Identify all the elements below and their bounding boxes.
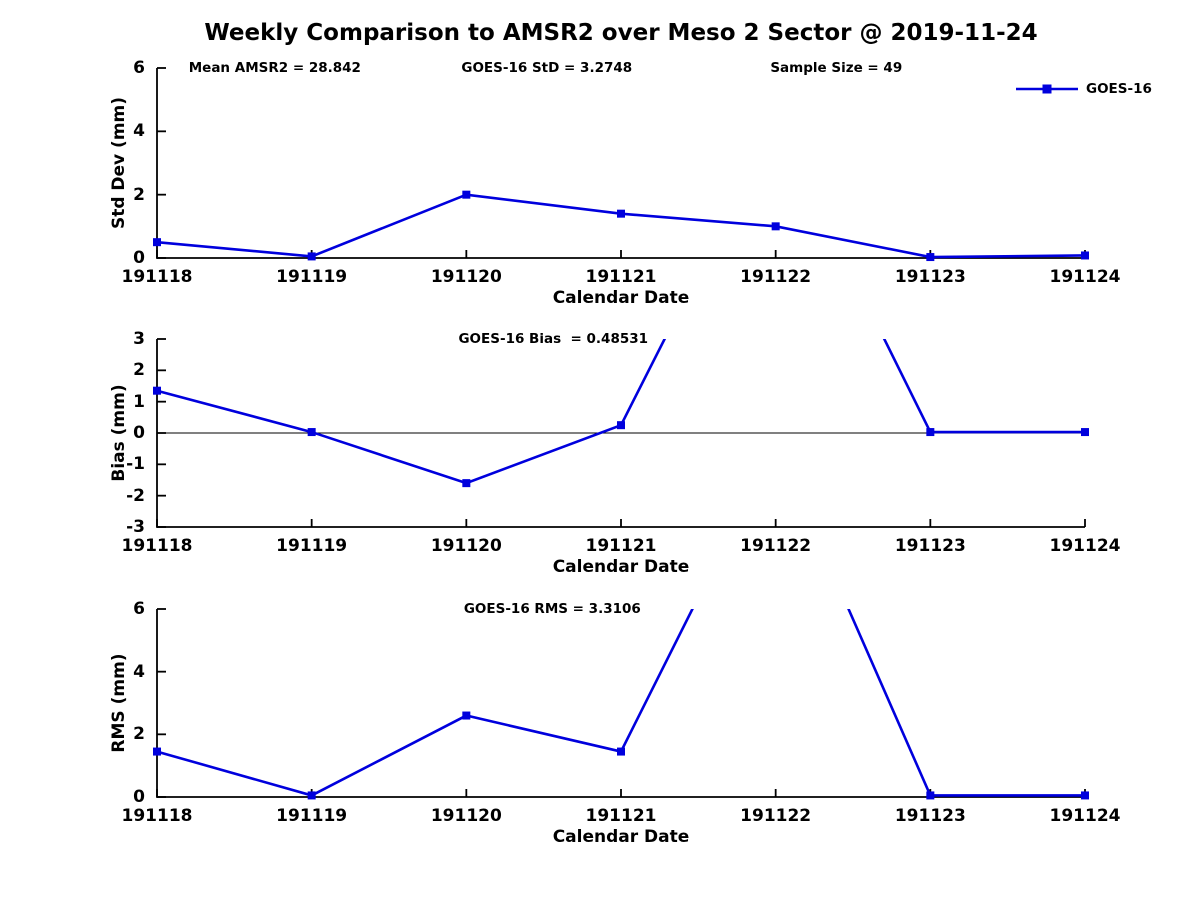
x-tick-label: 191118 xyxy=(121,806,193,826)
y-tick-label: 4 xyxy=(133,661,145,682)
data-point-marker xyxy=(617,421,625,430)
data-point-marker xyxy=(307,428,316,437)
y-tick-label: 2 xyxy=(133,724,145,745)
x-tick-label: 191121 xyxy=(585,536,657,556)
y-tick-label: 6 xyxy=(133,58,145,78)
x-tick-label: 191120 xyxy=(430,267,502,287)
x-tick-label: 191119 xyxy=(276,536,348,556)
data-point-marker xyxy=(926,253,935,262)
data-point-marker xyxy=(926,791,935,800)
data-point-marker xyxy=(1081,251,1089,260)
x-tick-label: 191120 xyxy=(430,806,502,826)
annotation: Mean AMSR2 = 28.842 xyxy=(188,60,361,76)
x-tick-label: 191121 xyxy=(585,267,657,287)
data-point-marker xyxy=(617,747,625,756)
y-tick-label: -1 xyxy=(126,454,145,475)
x-tick-label: 191122 xyxy=(740,267,812,287)
x-tick-label: 191123 xyxy=(894,267,966,287)
x-tick-label: 191122 xyxy=(740,806,812,826)
x-tick-label: 191118 xyxy=(121,536,193,556)
data-point-marker xyxy=(926,428,935,437)
y-axis-label-rms: RMS (mm) xyxy=(109,653,129,753)
y-tick-label: 0 xyxy=(133,787,145,807)
annotation: GOES-16 StD = 3.2748 xyxy=(461,60,633,76)
x-axis-label-1: Calendar Date xyxy=(552,288,690,308)
series-group xyxy=(153,190,1089,262)
plot-line xyxy=(156,193,1086,259)
data-point-marker xyxy=(1081,428,1089,437)
y-tick-label: 3 xyxy=(133,329,145,349)
legend-marker xyxy=(1042,84,1052,94)
annotation: Sample Size = 49 xyxy=(770,60,903,76)
x-tick-label: 191124 xyxy=(1049,267,1121,287)
data-point-marker xyxy=(617,209,625,218)
y-tick-label: 2 xyxy=(133,184,145,205)
x-tick-label: 191120 xyxy=(430,536,502,556)
data-point-marker xyxy=(153,386,161,395)
x-tick-label: 191122 xyxy=(740,536,812,556)
data-point-marker xyxy=(462,479,471,488)
series-group xyxy=(153,439,1089,800)
legend-label: GOES-16 xyxy=(1086,81,1152,97)
x-tick-label: 191119 xyxy=(276,267,348,287)
x-tick-label: 191123 xyxy=(894,536,966,556)
plot-line xyxy=(156,609,1085,797)
data-point-marker xyxy=(462,711,471,720)
data-point-marker xyxy=(771,222,780,231)
data-point-marker xyxy=(307,791,316,800)
y-axis-label-stddev: Std Dev (mm) xyxy=(109,96,129,230)
page-title: Weekly Comparison to AMSR2 over Meso 2 S… xyxy=(204,20,1038,46)
annotation: GOES-16 RMS = 3.3106 xyxy=(463,601,641,617)
y-tick-label: 1 xyxy=(133,391,145,412)
y-tick-label: 6 xyxy=(133,599,145,619)
x-tick-label: 191124 xyxy=(1049,806,1121,826)
x-tick-label: 191118 xyxy=(121,267,193,287)
y-tick-label: -3 xyxy=(126,517,145,537)
data-point-marker xyxy=(772,439,780,447)
x-axis-label-3: Calendar Date xyxy=(552,827,690,847)
x-axis-label-2: Calendar Date xyxy=(552,557,690,577)
y-tick-label: 2 xyxy=(133,360,145,381)
series-group xyxy=(153,116,1089,488)
x-tick-label: 191123 xyxy=(894,806,966,826)
x-tick-label: 191119 xyxy=(276,806,348,826)
data-point-marker xyxy=(153,747,161,756)
annotation: GOES-16 Bias = 0.48531 xyxy=(458,331,649,347)
data-point-marker xyxy=(772,116,780,124)
y-tick-label: 0 xyxy=(133,248,145,268)
x-tick-label: 191124 xyxy=(1049,536,1121,556)
y-tick-label: 4 xyxy=(133,121,145,142)
x-tick-label: 191121 xyxy=(585,806,657,826)
y-tick-label: -2 xyxy=(126,485,145,506)
data-point-marker xyxy=(1081,791,1089,800)
y-tick-label: 0 xyxy=(133,423,145,443)
data-point-marker xyxy=(153,238,161,247)
data-point-marker xyxy=(307,252,316,261)
data-point-marker xyxy=(462,190,471,199)
